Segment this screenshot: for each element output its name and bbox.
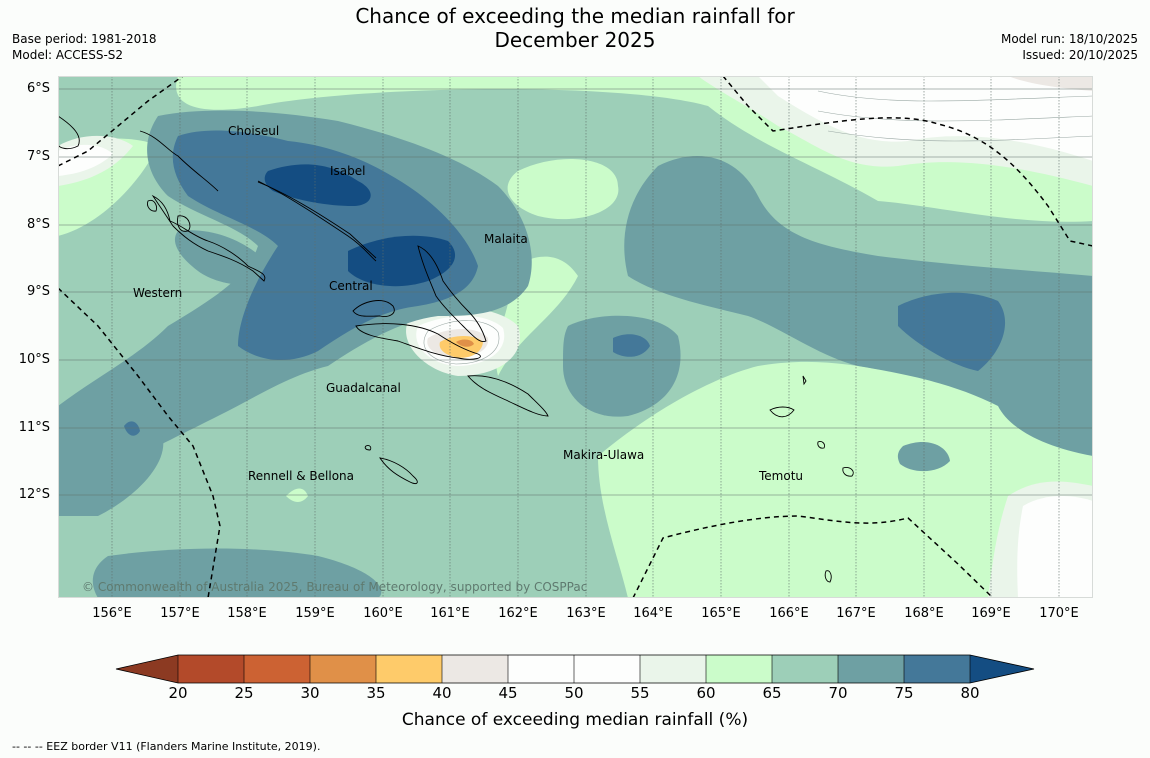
colorbar-segment-30-35 <box>310 655 376 683</box>
colorbar-tick-40: 40 <box>432 684 452 702</box>
map-title: Chance of exceeding the median rainfall … <box>0 4 1150 52</box>
copyright-notice: © Commonwealth of Australia 2025, Bureau… <box>82 580 588 594</box>
region-label-temotu: Temotu <box>759 469 804 483</box>
colorbar-tick-30: 30 <box>300 684 320 702</box>
title-line-2: December 2025 <box>494 28 656 52</box>
graticule-meridians <box>111 76 1060 598</box>
region-label-rennell-bellona: Rennell & Bellona <box>248 469 355 483</box>
choiseul-island <box>139 130 219 192</box>
colorbar-tick-75: 75 <box>894 684 914 702</box>
region-label-isabel: Isabel <box>330 164 366 178</box>
colorbar-tick-50: 50 <box>564 684 584 702</box>
lon-label-162e: 162°E <box>498 606 538 621</box>
issued-date: Issued: 20/10/2025 <box>1022 48 1138 62</box>
lon-label-167e: 167°E <box>836 606 876 621</box>
contour-lines <box>423 90 1093 365</box>
colorbar-tick-65: 65 <box>762 684 782 702</box>
lon-label-169e: 169°E <box>971 606 1011 621</box>
lon-label-170e: 170°E <box>1039 606 1079 621</box>
meta-left: Base period: 1981-2018 Model: ACCESS-S2 <box>12 31 157 63</box>
colorbar-segment-70-75 <box>838 655 904 683</box>
region-label-makira-ulawa: Makira-Ulawa <box>563 448 645 462</box>
graticule-parallels <box>58 88 1093 496</box>
meta-right: Model run: 18/10/2025 Issued: 20/10/2025 <box>1001 31 1138 63</box>
lat-label-11s: 11°S <box>18 420 50 435</box>
lon-label-168e: 168°E <box>904 606 944 621</box>
lon-label-157e: 157°E <box>160 606 200 621</box>
central-islands <box>352 300 395 317</box>
lon-label-156e: 156°E <box>92 606 132 621</box>
colorbar-segment-20-25 <box>178 655 244 683</box>
lat-label-6s: 6°S <box>26 81 50 96</box>
base-period: Base period: 1981-2018 <box>12 32 157 46</box>
colorbar-tick-35: 35 <box>366 684 386 702</box>
colorbar-tick-70: 70 <box>828 684 848 702</box>
colorbar-segment-55-60 <box>640 655 706 683</box>
lat-label-10s: 10°S <box>18 352 50 367</box>
lon-label-166e: 166°E <box>769 606 809 621</box>
makira-island <box>467 375 549 417</box>
region-label-western: Western <box>133 286 183 300</box>
colorbar-tick-60: 60 <box>696 684 716 702</box>
colorbar-tick-55: 55 <box>630 684 650 702</box>
contour-75-80 <box>124 130 1006 436</box>
region-label-central: Central <box>329 279 373 293</box>
colorbar-extend-high <box>970 655 1034 683</box>
region-label-malaita: Malaita <box>484 232 528 246</box>
coastlines <box>58 115 854 583</box>
model-run: Model run: 18/10/2025 <box>1000 32 1138 46</box>
title-line-1: Chance of exceeding the median rainfall … <box>355 4 795 28</box>
lon-label-160e: 160°E <box>363 606 403 621</box>
colorbar-tick-45: 45 <box>498 684 518 702</box>
lat-label-9s: 9°S <box>26 284 50 299</box>
colorbar-segment-50-55 <box>574 655 640 683</box>
lon-label-165e: 165°E <box>701 606 741 621</box>
isabel-island <box>257 180 377 262</box>
rennell-island <box>379 457 418 485</box>
colorbar-segment-60-65 <box>706 655 772 683</box>
colorbar <box>115 654 1035 684</box>
map-frame <box>58 76 1093 598</box>
lon-label-163e: 163°E <box>566 606 606 621</box>
colorbar-segment-65-70 <box>772 655 838 683</box>
colorbar-segment-75-80 <box>904 655 970 683</box>
temotu-islands <box>769 406 795 418</box>
eez-borders <box>58 76 1093 598</box>
lat-label-7s: 7°S <box>26 149 50 164</box>
guadalcanal-island <box>355 323 481 360</box>
colorbar-segment-25-30 <box>244 655 310 683</box>
rainfall-map <box>58 76 1093 598</box>
western-islands <box>151 194 266 282</box>
lon-label-164e: 164°E <box>633 606 673 621</box>
colorbar-segment-40-45 <box>442 655 508 683</box>
colorbar-tick-20: 20 <box>168 684 188 702</box>
eez-footnote: -- -- -- EEZ border V11 (Flanders Marine… <box>12 740 321 753</box>
colorbar-segment-45-50 <box>508 655 574 683</box>
region-label-guadalcanal: Guadalcanal <box>326 381 401 395</box>
contour-above-80 <box>264 164 456 287</box>
region-label-choiseul: Choiseul <box>228 124 280 138</box>
malaita-island <box>417 245 487 343</box>
lon-label-159e: 159°E <box>295 606 335 621</box>
colorbar-segment-35-40 <box>376 655 442 683</box>
contour-30-35 <box>456 339 474 347</box>
colorbar-tick-25: 25 <box>234 684 254 702</box>
lon-label-158e: 158°E <box>227 606 267 621</box>
lat-label-8s: 8°S <box>26 217 50 232</box>
lon-label-161e: 161°E <box>430 606 470 621</box>
lat-label-12s: 12°S <box>18 487 50 502</box>
colorbar-tick-80: 80 <box>960 684 980 702</box>
colorbar-dividers <box>177 655 971 683</box>
model-name: Model: ACCESS-S2 <box>12 48 124 62</box>
colorbar-label: Chance of exceeding median rainfall (%) <box>401 710 749 730</box>
colorbar-extend-low <box>116 655 178 683</box>
